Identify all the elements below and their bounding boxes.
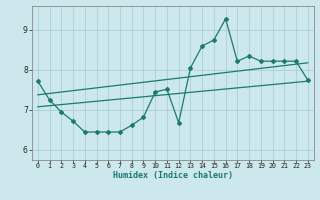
X-axis label: Humidex (Indice chaleur): Humidex (Indice chaleur): [113, 171, 233, 180]
